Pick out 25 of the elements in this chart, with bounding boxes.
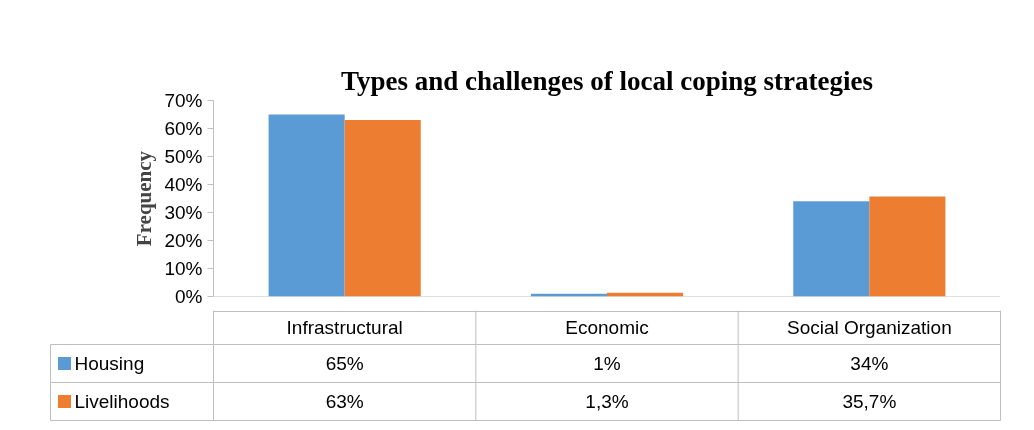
- data-label: 1,3%: [585, 391, 629, 412]
- x-tick-label: Economic: [565, 317, 649, 338]
- y-tick-label: 40%: [164, 174, 203, 195]
- data-label: 34%: [850, 353, 889, 374]
- chart-title: Types and challenges of local coping strategies: [341, 65, 873, 96]
- y-tick-label: 20%: [164, 230, 203, 251]
- bar: [793, 201, 870, 297]
- bar: [268, 114, 345, 297]
- legend-label: Livelihoods: [74, 391, 170, 412]
- bar: [869, 196, 946, 297]
- y-axis-title: Frequency: [132, 150, 157, 247]
- y-tick-label: 0%: [175, 286, 203, 307]
- x-tick-label: Infrastructural: [286, 317, 403, 338]
- y-tick-label: 70%: [164, 90, 203, 111]
- data-label: 1%: [593, 353, 621, 374]
- legend-label: Housing: [74, 353, 145, 374]
- x-tick-label: Social Organization: [786, 317, 952, 338]
- y-tick-label: 30%: [164, 202, 203, 223]
- data-label: 63%: [325, 391, 364, 412]
- data-label: 65%: [325, 353, 364, 374]
- y-tick-label: 50%: [164, 146, 203, 167]
- bar: [344, 120, 421, 297]
- y-tick-label: 10%: [164, 258, 203, 279]
- data-label: 35,7%: [842, 391, 897, 412]
- y-tick-label: 60%: [164, 118, 203, 139]
